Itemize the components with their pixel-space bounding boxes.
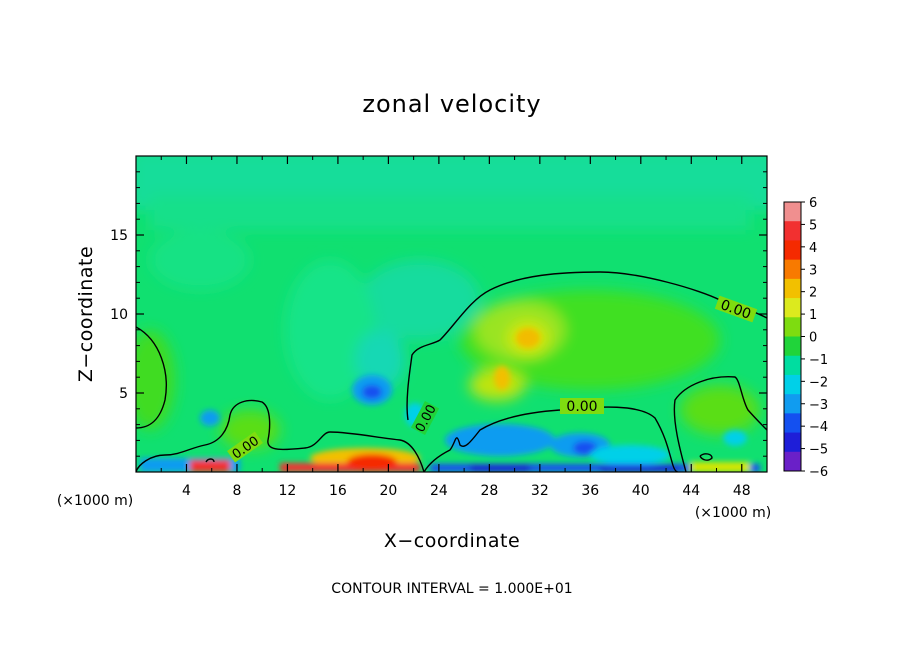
colorbar: 6 5 4 3 2 1 0 −1 −2 −3 −4 −5 −6: [783, 196, 828, 480]
x-tick-label: 36: [581, 483, 599, 499]
colorbar-segment: [784, 336, 801, 357]
chart-title: zonal velocity: [362, 90, 541, 118]
colorbar-tick-label: 2: [809, 286, 817, 301]
colorbar-tick-label: 5: [809, 218, 817, 233]
colorbar-segment: [784, 278, 801, 299]
colorbar-segment: [784, 451, 801, 472]
colorbar-tick-label: −3: [809, 398, 828, 413]
contour-lines: [136, 271, 767, 472]
contour-interval-note: CONTOUR INTERVAL = 1.000E+01: [331, 581, 572, 597]
colorbar-tick-label: 6: [809, 196, 817, 211]
colorbar-tick-label: −2: [809, 375, 828, 390]
colorbar-segment: [784, 259, 801, 280]
x-tick-label: 28: [480, 483, 498, 499]
x-tick-label: 40: [632, 483, 650, 499]
colorbar-segment: [784, 221, 801, 241]
colorbar-segment: [784, 355, 801, 376]
x-tick-label: 16: [329, 483, 347, 499]
colorbar-tick-label: 3: [809, 263, 817, 278]
contour-label-2: 0.00: [566, 399, 597, 415]
colorbar-tick-label: −6: [809, 465, 828, 480]
colorbar-tick-label: 1: [809, 308, 817, 323]
x-tick-label: 44: [682, 483, 700, 499]
colorbar-segment: [784, 317, 801, 337]
x-unit-right: (×1000 m): [695, 505, 771, 521]
x-axis: 4 8 12 16 20 24 28 32 36 40 44 48: [160, 156, 751, 499]
x-axis-label: X−coordinate: [384, 530, 520, 552]
colorbar-segment: [784, 432, 801, 453]
y-tick-label: 5: [119, 386, 128, 402]
y-axis: 5 10 15: [110, 171, 767, 457]
contour-label-bgs: [227, 295, 758, 463]
colorbar-tick-label: −4: [809, 420, 828, 435]
y-axis-label: Z−coordinate: [75, 246, 97, 382]
colorbar-tick-label: −1: [809, 353, 828, 368]
x-tick-label: 48: [733, 483, 751, 499]
colorbar-segment: [784, 298, 801, 318]
colorbar-tick-label: 4: [809, 241, 817, 256]
colorbar-tick-label: 0: [809, 331, 817, 346]
x-tick-label: 8: [232, 483, 241, 499]
x-tick-label: 4: [182, 483, 191, 499]
colorbar-segment: [784, 413, 801, 434]
x-tick-label: 20: [379, 483, 397, 499]
y-tick-label: 10: [110, 307, 128, 323]
x-tick-label: 24: [430, 483, 448, 499]
colorbar-segment: [784, 394, 801, 414]
y-tick-label: 15: [110, 228, 128, 244]
x-tick-label: 32: [531, 483, 549, 499]
x-tick-label: 12: [279, 483, 297, 499]
heatmap-field: [136, 156, 767, 472]
colorbar-segment: [784, 374, 801, 395]
colorbar-segment: [784, 202, 801, 222]
colorbar-segment: [784, 240, 801, 261]
x-unit-left: (×1000 m): [57, 493, 133, 509]
colorbar-tick-label: −5: [809, 443, 828, 458]
